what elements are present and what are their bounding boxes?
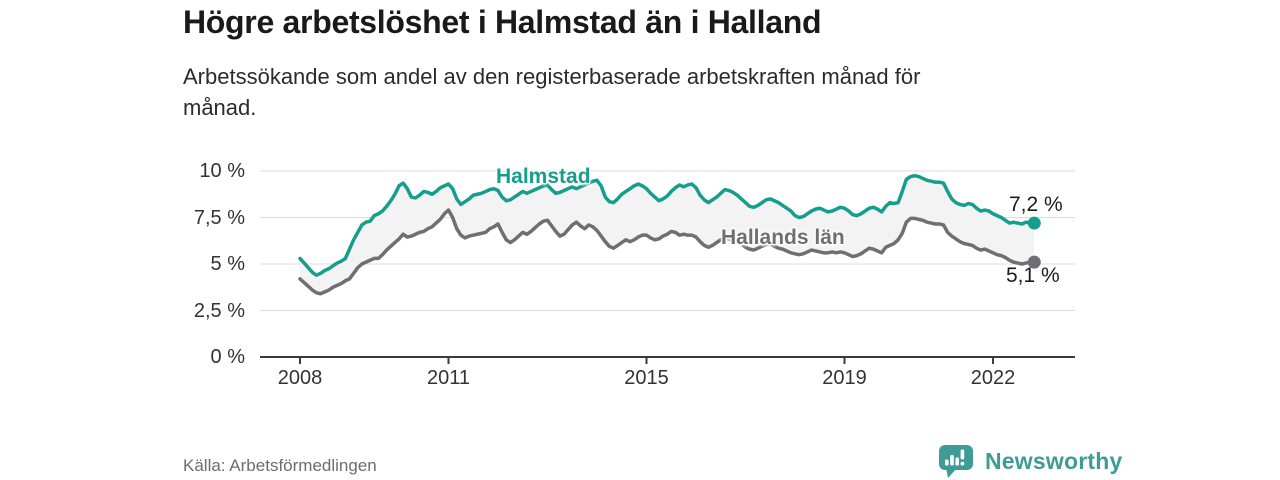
y-tick-label: 10 % — [199, 160, 245, 182]
series-line-hallands-l-n — [298, 208, 1036, 296]
band-fill — [300, 175, 1035, 294]
series-end-dot-hallands-l-n — [1027, 255, 1041, 269]
series-line-halmstad — [298, 173, 1036, 277]
y-tick-label: 5 % — [210, 253, 245, 275]
x-tick-label: 2015 — [624, 367, 669, 389]
series-end-dot-halmstad — [1027, 216, 1041, 230]
source-note: Källa: Arbetsförmedlingen — [183, 456, 377, 475]
end-value-label-halmstad: 7,2 % — [1009, 193, 1063, 216]
bar-chart-badge-icon — [939, 445, 973, 478]
series-label-hallands-lan: Hallands län — [721, 226, 845, 249]
x-tick-label: 2022 — [970, 367, 1016, 389]
x-tick-label: 2019 — [822, 367, 867, 389]
y-tick-label: 0 % — [210, 346, 245, 368]
x-tick-label: 2008 — [277, 367, 323, 389]
x-tick-label: 2011 — [426, 367, 470, 389]
page-title: Högre arbetslöshet i Halmstad än i Halla… — [183, 4, 822, 40]
y-tick-label: 2,5 % — [193, 299, 245, 322]
end-value-label-hallands-lan: 5,1 % — [1006, 264, 1060, 287]
newsworthy-logo: Newsworthy — [936, 443, 1122, 479]
page-subtitle: Arbetssökande som andel av den registerb… — [183, 64, 921, 120]
series-label-halmstad: Halmstad — [496, 165, 591, 188]
y-tick-label: 7,5 % — [193, 206, 245, 229]
brand-name: Newsworthy — [985, 447, 1123, 474]
